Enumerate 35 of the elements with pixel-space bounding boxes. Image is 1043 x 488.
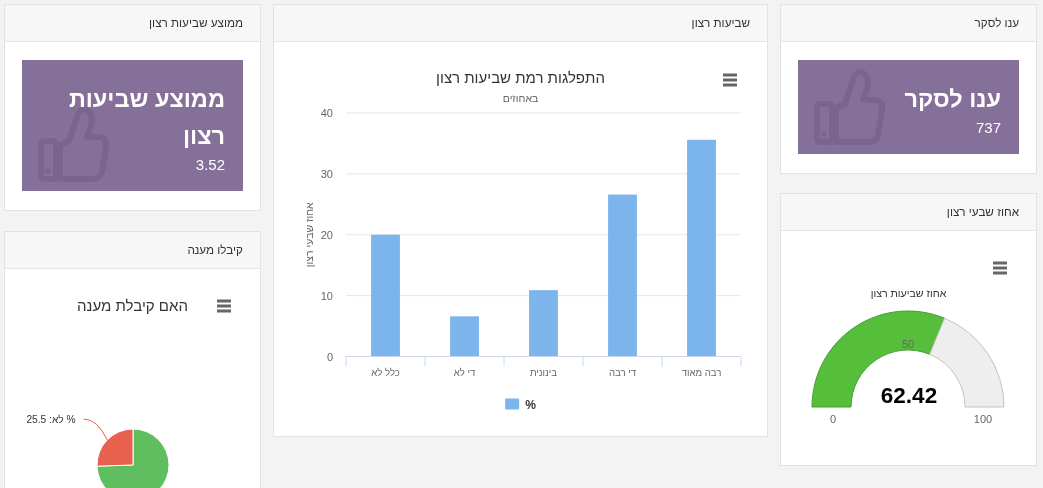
data-label: 62.42: [880, 383, 938, 408]
text: ממוצע שביעות רצון: [67, 84, 225, 151]
text: 50: [901, 338, 915, 350]
y-tick-label: 10: [320, 289, 333, 302]
text: ענו לסקר: [903, 84, 1001, 114]
y-tick-label: 40: [320, 107, 333, 119]
y-tick-label: 0: [326, 350, 333, 363]
y-tick-label: 30: [320, 167, 333, 180]
chart-title: התפלגות רמת שביעות רצון: [436, 69, 605, 86]
bar: [608, 194, 637, 357]
data-label: 737: [974, 117, 1001, 138]
legend-label: %: [525, 397, 537, 412]
y-tick-label: 20: [320, 228, 333, 241]
text: ממוצע שביעות רצון: [149, 16, 243, 29]
x-tick-label: כלל לא: [371, 366, 400, 378]
bar: [529, 290, 558, 357]
x-tick-label: די רבה: [608, 366, 637, 378]
bar: [687, 139, 716, 357]
data-label: לא: 25.5 %: [26, 414, 76, 426]
bar: [371, 234, 400, 357]
data-label: 3.52: [194, 154, 225, 175]
text: שביעות רצון: [691, 16, 750, 29]
x-tick-label: רבה מאוד: [681, 366, 722, 378]
chart-title: האם קיבלת מענה: [77, 297, 188, 314]
x-tick-label: בינונית: [529, 366, 558, 378]
bar: [450, 316, 479, 357]
text: ענו לסקר: [974, 16, 1019, 29]
y-axis-title: אחוז שבעי רצון: [303, 201, 315, 268]
chart-subtitle: באחוזים: [502, 92, 539, 104]
x-tick-label: די לא: [453, 366, 476, 378]
chart-title: אחוז שביעות רצון: [870, 287, 947, 299]
text: קיבלו מענה: [187, 243, 243, 256]
text: 100: [973, 413, 993, 425]
text: אחוז שבעי רצון: [946, 205, 1019, 218]
text: 0: [829, 413, 837, 425]
